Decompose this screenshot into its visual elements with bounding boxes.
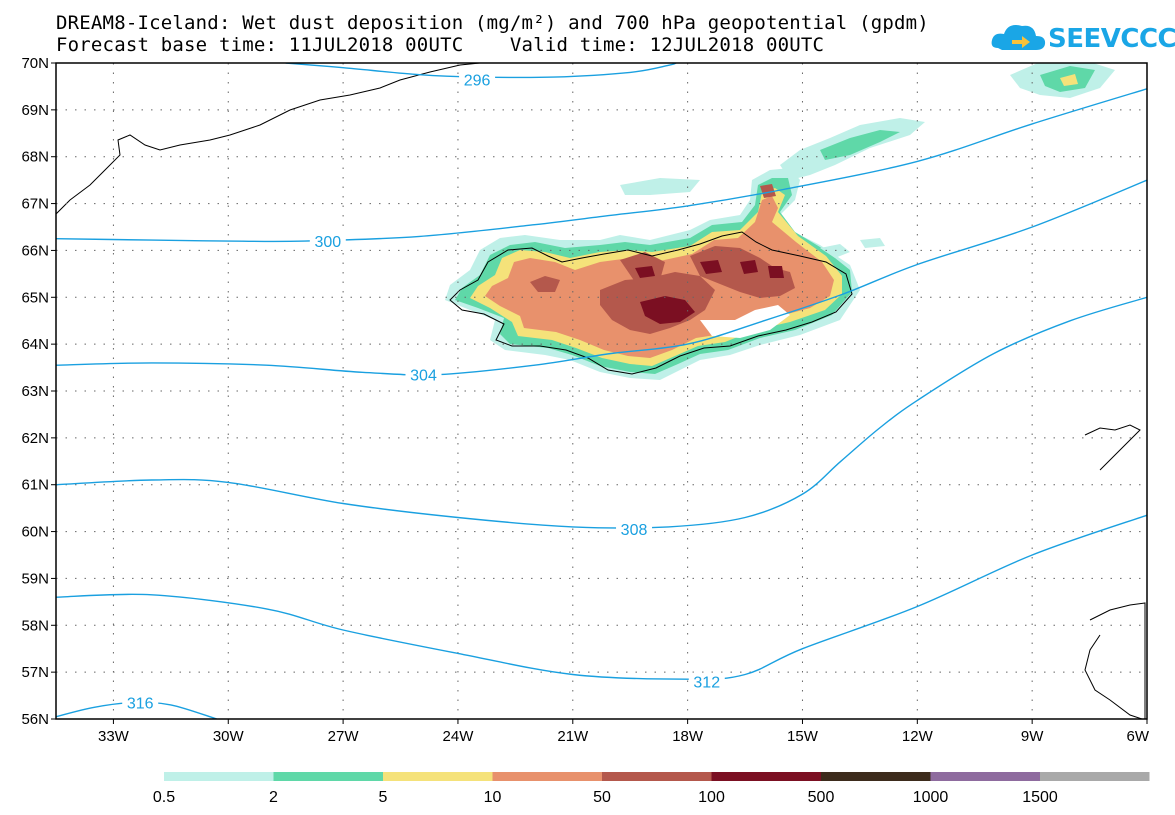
lat-tick-label: 65N (21, 289, 49, 306)
contour-label-bg (459, 70, 496, 89)
legend-swatch (711, 772, 821, 781)
coastline-outline (56, 63, 1146, 719)
graticule (51, 62, 1148, 724)
contour-line-312 (56, 514, 1147, 680)
lat-tick-label: 58N (21, 617, 49, 634)
logo-text: SEEVCCC (1048, 24, 1175, 54)
legend-swatch (383, 772, 493, 781)
contour-label-bg (309, 232, 346, 251)
forecast-time-subtitle: Forecast base time: 11JUL2018 00UTC Vali… (56, 34, 825, 56)
lon-tick-label: 24W (443, 728, 475, 745)
legend-label: 100 (698, 789, 725, 806)
contour-label-300: 300 (314, 234, 341, 251)
contour-line-304 (56, 179, 1147, 376)
legend-swatch (1040, 772, 1150, 781)
contour-label-308: 308 (621, 522, 648, 539)
contour-label-312: 312 (693, 675, 720, 692)
figure-title: DREAM8-Iceland: Wet dust deposition (mg/… (56, 12, 929, 34)
lon-tick-label: 27W (328, 728, 360, 745)
contour-line-308 (56, 296, 1147, 529)
contour-label-bg (688, 672, 725, 691)
contour-label-296: 296 (464, 72, 491, 89)
lon-tick-label: 30W (213, 728, 245, 745)
lon-tick-label: 12W (902, 728, 934, 745)
contour-labels: 296 300 304 308 312 316 (122, 70, 725, 713)
latitude-axis: 70N 69N 68N 67N 66N 65N 64N 63N 62N 61N 60N 59N 58N 5… (21, 55, 49, 728)
legend-label: 10 (484, 789, 502, 806)
lat-tick-label: 67N (21, 196, 49, 213)
lat-tick-label: 63N (21, 383, 49, 400)
legend-swatch (273, 772, 383, 781)
color-legend: 0.5 2 5 10 50 100 500 1000 1500 (153, 772, 1150, 806)
lat-tick-label: 69N (21, 102, 49, 119)
lon-tick-label: 33W (98, 728, 130, 745)
contour-line-296 (285, 63, 677, 79)
lon-tick-label: 6W (1127, 728, 1150, 745)
legend-label: 2 (269, 789, 278, 806)
contour-label-bg (405, 365, 442, 384)
legend-swatch (930, 772, 1040, 781)
contour-label-304: 304 (410, 368, 437, 385)
lon-tick-label: 21W (557, 728, 589, 745)
longitude-axis: 33W 30W 27W 24W 21W 18W 15W 12W 9W 6W (98, 728, 1150, 745)
lat-tick-label: 56N (21, 711, 49, 728)
lat-tick-label: 62N (21, 430, 49, 447)
map-frame (55, 62, 1148, 720)
legend-label: 50 (593, 789, 611, 806)
legend-swatch (821, 772, 931, 781)
lat-tick-label: 57N (21, 664, 49, 681)
geopotential-contours (56, 63, 1147, 719)
legend-label: 5 (379, 789, 388, 806)
lat-tick-label: 60N (21, 524, 49, 541)
legend-swatch (602, 772, 712, 781)
dust-deposition-field (445, 63, 1115, 380)
legend-swatch (492, 772, 602, 781)
legend-label: 0.5 (153, 789, 175, 806)
contour-line-300 (56, 88, 1147, 243)
legend-swatch (164, 772, 274, 781)
lat-tick-label: 68N (21, 149, 49, 166)
lat-tick-label: 61N (21, 477, 49, 494)
lat-tick-label: 70N (21, 55, 49, 72)
contour-label-bg (616, 520, 653, 539)
legend-label: 500 (808, 789, 835, 806)
lon-tick-label: 9W (1021, 728, 1044, 745)
lat-tick-label: 64N (21, 336, 49, 353)
lon-tick-label: 15W (787, 728, 819, 745)
contour-label-bg (122, 693, 159, 712)
lon-tick-label: 18W (672, 728, 704, 745)
legend-label: 1000 (913, 789, 949, 806)
contour-label-316: 316 (127, 696, 154, 713)
legend-label: 1500 (1022, 789, 1058, 806)
lat-tick-label: 59N (21, 570, 49, 587)
cloud-logo-icon (991, 25, 1046, 50)
lat-tick-label: 66N (21, 242, 49, 259)
